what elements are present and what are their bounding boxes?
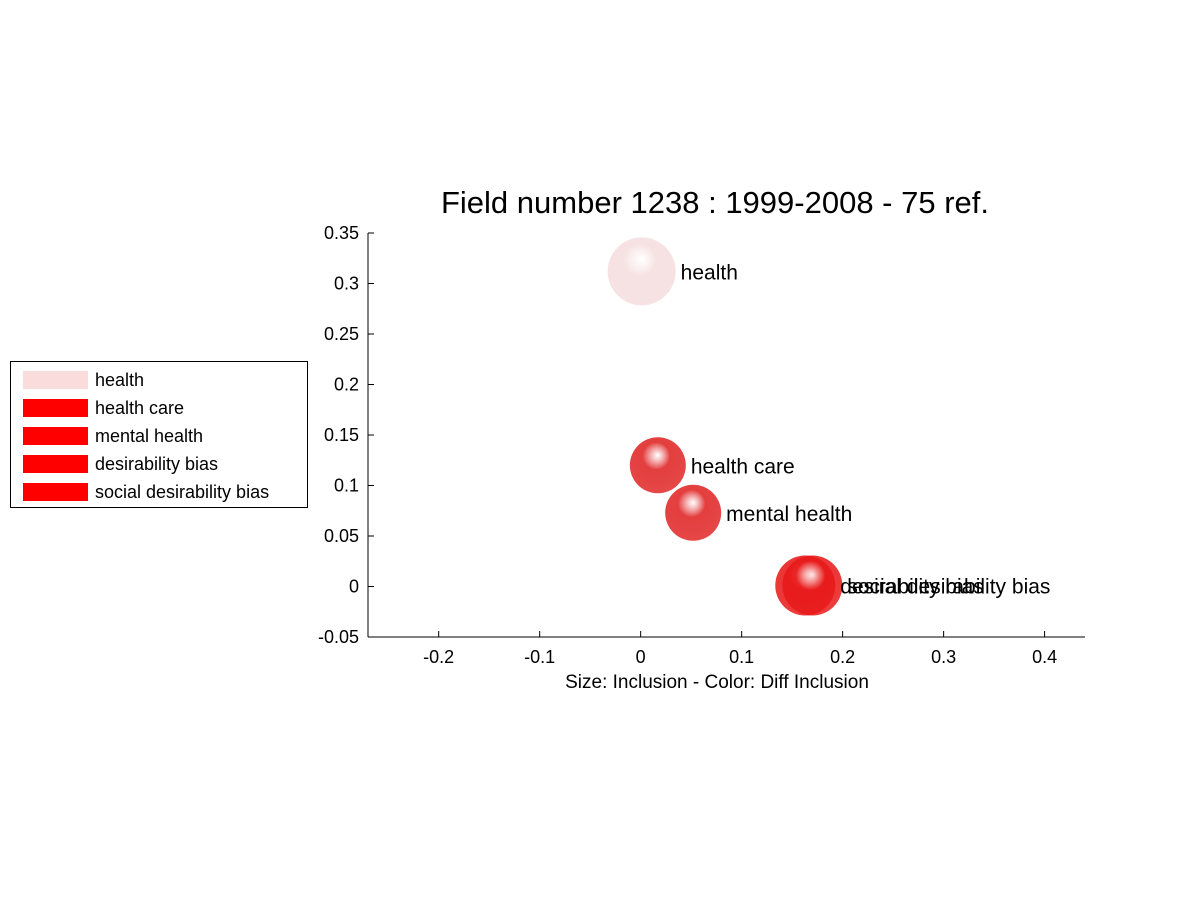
y-tick-label: 0.2 xyxy=(334,375,359,395)
y-tick-label: 0.1 xyxy=(334,476,359,496)
legend-swatch xyxy=(23,427,88,445)
point-label: health care xyxy=(691,455,795,478)
point-label: health xyxy=(681,261,738,284)
y-tick-label: 0.3 xyxy=(334,274,359,294)
bubbles xyxy=(607,237,843,616)
y-tick-label: 0 xyxy=(349,577,359,597)
y-axis-ticks: -0.05 0 0.05 0.1 0.15 0.2 0.25 0.3 0.35 xyxy=(318,223,374,647)
point-label: social desirability bias xyxy=(847,575,1050,598)
y-tick-label: -0.05 xyxy=(318,627,359,647)
y-tick-label: 0.35 xyxy=(324,223,359,243)
legend-swatch xyxy=(23,455,88,473)
x-tick-label: 0 xyxy=(636,647,646,667)
point-label: mental health xyxy=(726,503,852,526)
bubble-social-desirability-bias xyxy=(782,555,843,616)
legend-swatch xyxy=(23,483,88,501)
legend-label: desirability bias xyxy=(95,454,219,474)
x-tick-label: -0.1 xyxy=(524,647,555,667)
legend-label: health xyxy=(95,370,145,390)
point-labels: health health care mental health desirabili… xyxy=(681,261,1051,598)
point-label: desirability bias xyxy=(840,575,984,598)
legend-label: mental health xyxy=(95,426,204,446)
x-tick-label: 0.1 xyxy=(729,647,754,667)
legend-swatch xyxy=(23,371,88,389)
y-tick-label: 0.15 xyxy=(324,425,359,445)
bubble-health xyxy=(607,237,676,306)
x-tick-label: 0.3 xyxy=(931,647,956,667)
legend-label: health care xyxy=(95,398,185,418)
x-tick-label: -0.2 xyxy=(423,647,454,667)
chart-title: Field number 1238 : 1999-2008 - 75 ref. xyxy=(441,185,989,220)
bubble-health-care xyxy=(629,437,686,494)
x-tick-label: 0.4 xyxy=(1032,647,1057,667)
y-tick-label: 0.05 xyxy=(324,526,359,546)
legend-label: social desirability bias xyxy=(95,482,270,502)
x-axis-ticks: -0.2 -0.1 0 0.1 0.2 0.3 0.4 xyxy=(423,631,1057,667)
x-axis-label: Size: Inclusion - Color: Diff Inclusion xyxy=(565,672,869,693)
legend: health health care mental health desirab… xyxy=(10,361,308,508)
bubble-mental-health xyxy=(665,484,722,541)
x-tick-label: 0.2 xyxy=(830,647,855,667)
legend-swatch xyxy=(23,399,88,417)
y-tick-label: 0.25 xyxy=(324,324,359,344)
